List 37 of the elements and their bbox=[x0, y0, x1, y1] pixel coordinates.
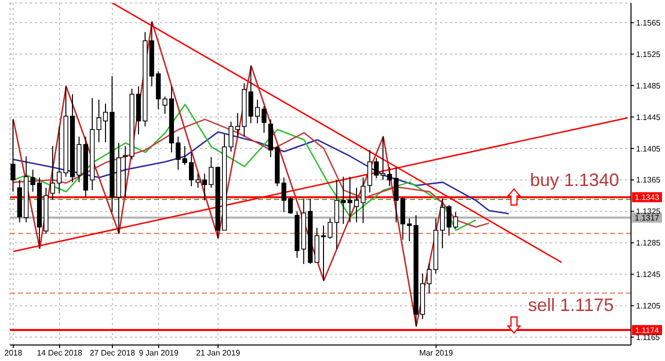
line-series bbox=[12, 131, 510, 214]
candlestick bbox=[426, 262, 432, 294]
ref-line-label: 1.1343 bbox=[634, 193, 660, 202]
y-tick-label: 1.1525 bbox=[636, 50, 662, 59]
y-tick-label: 1.1245 bbox=[636, 270, 662, 280]
candlestick bbox=[367, 150, 372, 193]
candlestick bbox=[334, 179, 340, 250]
candlestick bbox=[50, 146, 56, 200]
ref-line-label: 1.1174 bbox=[635, 326, 660, 336]
x-tick-label: 21 Jan 2019 bbox=[196, 348, 241, 358]
candlestick bbox=[394, 166, 399, 223]
x-tick-label: Mar 2019 bbox=[419, 348, 454, 358]
ref-line-label: 1.1317 bbox=[634, 214, 660, 223]
y-tick-label: 1.1365 bbox=[636, 176, 662, 185]
x-tick-label: 27 Dec 2018 bbox=[90, 348, 136, 358]
candlestick bbox=[208, 156, 214, 188]
x-tick-label: 9 Jan 2019 bbox=[138, 348, 179, 358]
candlestick bbox=[10, 118, 16, 192]
candlestick bbox=[182, 146, 188, 166]
candlestick bbox=[30, 169, 36, 192]
y-tick-label: 1.1165 bbox=[636, 332, 660, 342]
y-tick-label: 1.1325 bbox=[636, 207, 662, 216]
candlestick bbox=[340, 176, 346, 224]
y-tick-label: 1.1485 bbox=[636, 81, 662, 90]
y-tick-label: 1.1205 bbox=[636, 302, 662, 311]
x-tick-label: 2018 bbox=[4, 348, 23, 358]
candlestick bbox=[56, 126, 62, 194]
y-tick-label: 1.1445 bbox=[636, 112, 662, 122]
annotation: buy 1.1340 bbox=[530, 169, 620, 192]
y-tick-label: 1.1285 bbox=[636, 238, 662, 248]
candlestick bbox=[176, 136, 181, 170]
candlestick bbox=[122, 146, 128, 198]
annotation: sell 1.1175 bbox=[528, 294, 614, 317]
line-series bbox=[12, 118, 490, 228]
y-tick-label: 1.1405 bbox=[636, 144, 662, 154]
x-tick-label: 14 Dec 2018 bbox=[36, 348, 83, 358]
y-tick-label: 1.1565 bbox=[636, 18, 662, 28]
